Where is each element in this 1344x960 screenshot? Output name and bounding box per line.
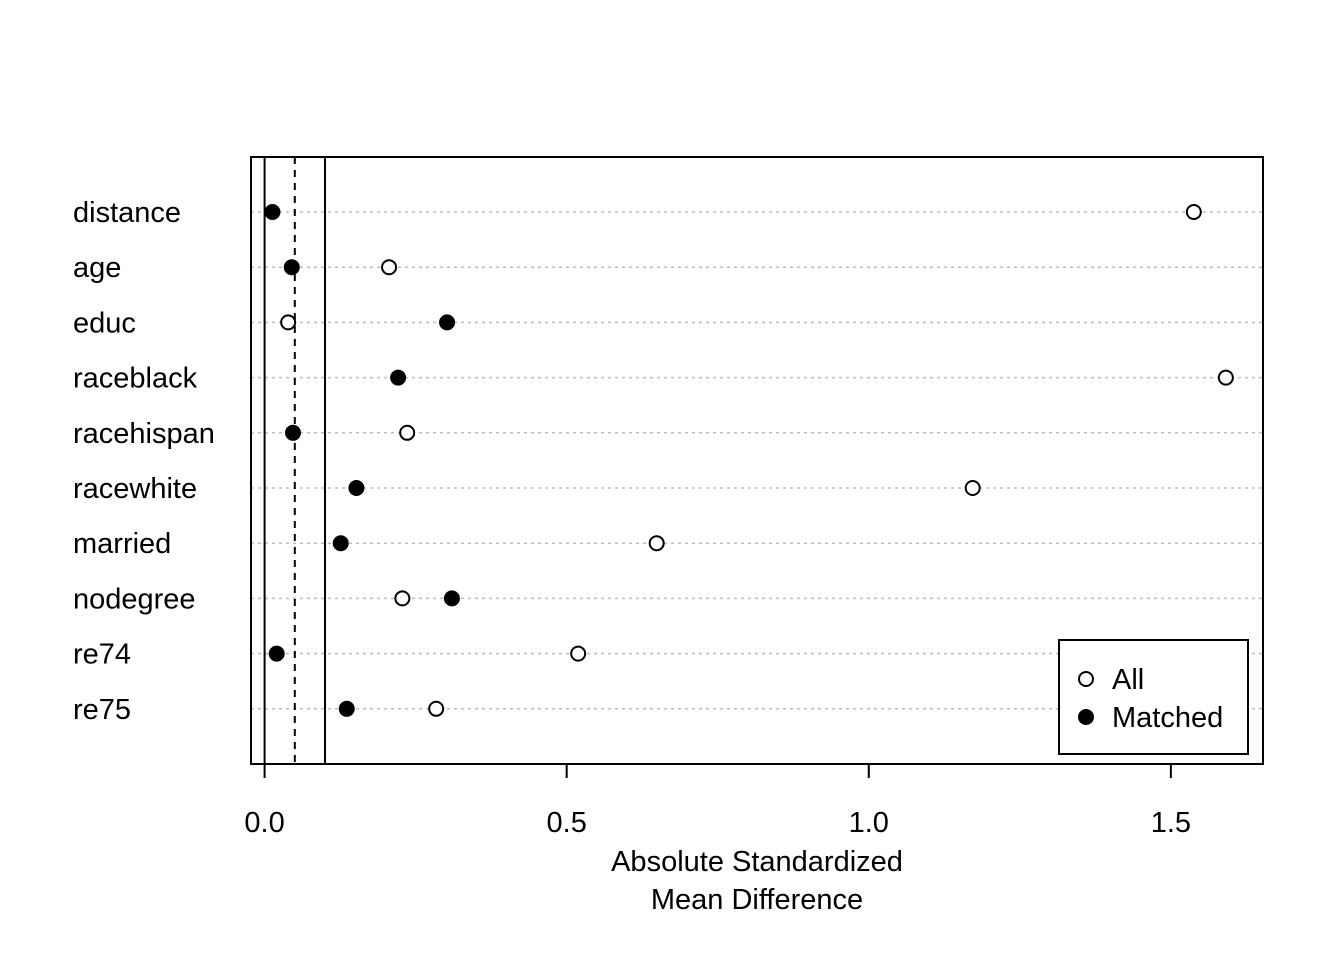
data-points xyxy=(264,204,1234,717)
x-axis-title-line1: Absolute Standardized xyxy=(611,846,903,878)
point-all-raceblack xyxy=(1217,369,1234,386)
point-matched-age xyxy=(283,259,300,276)
x-tick-label: 0.0 xyxy=(244,807,284,839)
legend: All Matched xyxy=(1058,639,1249,755)
point-all-distance xyxy=(1185,204,1202,220)
y-label-racehispan: racehispan xyxy=(73,418,215,450)
y-label-age: age xyxy=(73,252,121,284)
point-all-re74 xyxy=(570,645,587,662)
legend-matched-marker xyxy=(1078,709,1094,725)
reference-lines xyxy=(263,157,327,764)
x-tick-label: 1.0 xyxy=(849,807,889,839)
gridlines xyxy=(251,211,1263,710)
y-label-married: married xyxy=(73,528,171,560)
point-all-nodegree xyxy=(394,590,411,607)
point-matched-educ xyxy=(439,314,456,331)
point-matched-raceblack xyxy=(390,369,407,386)
x-axis-title: Absolute Standardized Mean Difference xyxy=(611,846,903,916)
legend-matched-label: Matched xyxy=(1112,702,1223,734)
y-label-educ: educ xyxy=(73,307,136,339)
point-all-re75 xyxy=(428,700,445,717)
legend-all-label: All xyxy=(1112,664,1144,696)
y-label-re75: re75 xyxy=(73,694,131,726)
y-label-re74: re74 xyxy=(73,639,131,671)
point-all-age xyxy=(381,259,398,276)
point-matched-re74 xyxy=(268,645,285,662)
point-matched-married xyxy=(332,535,349,552)
y-label-nodegree: nodegree xyxy=(73,583,196,615)
point-all-racehispan xyxy=(399,424,416,441)
point-matched-re75 xyxy=(338,700,355,717)
point-all-married xyxy=(648,535,665,552)
x-tick-label: 1.5 xyxy=(1151,807,1191,839)
y-label-raceblack: raceblack xyxy=(73,363,198,395)
x-axis: 0.0 0.5 1.0 1.5 xyxy=(244,763,1191,839)
y-axis-labels: distance age educ raceblack racehispan racewh… xyxy=(73,197,215,726)
point-all-educ xyxy=(280,314,297,331)
point-matched-nodegree xyxy=(443,590,460,607)
x-tick-label: 0.5 xyxy=(547,807,587,839)
point-matched-distance xyxy=(264,204,281,220)
legend-all-marker xyxy=(1078,671,1094,687)
x-axis-title-line2: Mean Difference xyxy=(651,884,863,916)
y-label-distance: distance xyxy=(73,197,181,229)
point-all-racewhite xyxy=(964,480,981,496)
point-matched-racewhite xyxy=(348,480,365,496)
legend-box xyxy=(1058,639,1249,755)
y-label-racewhite: racewhite xyxy=(73,473,197,505)
point-matched-racehispan xyxy=(284,424,301,441)
